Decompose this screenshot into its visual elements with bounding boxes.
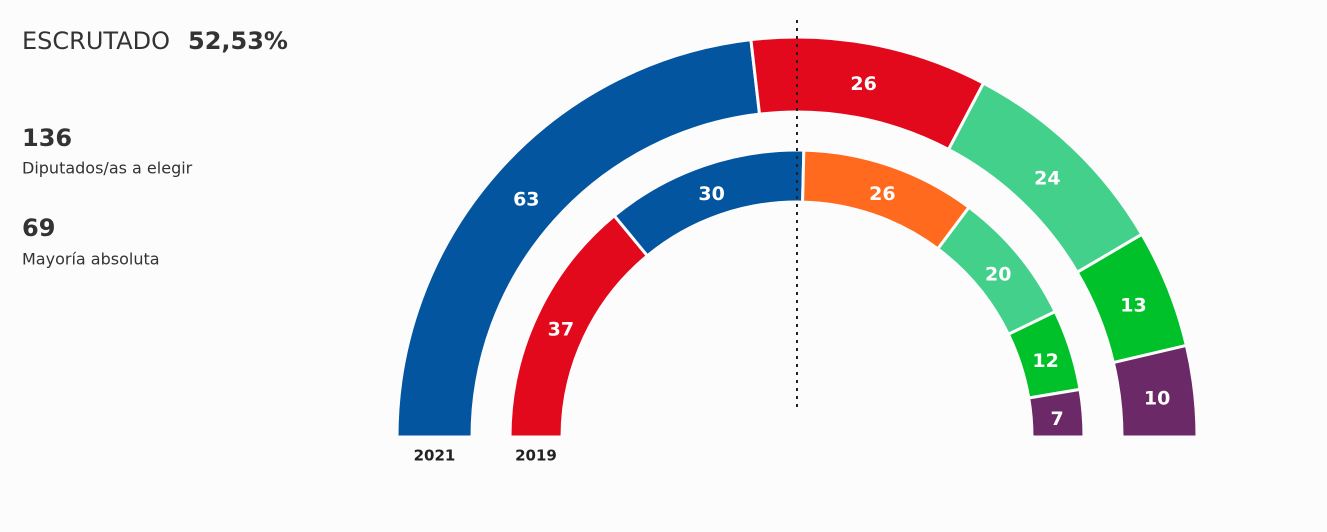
segment-label: 26 [850,73,876,95]
scrutinized-label: ESCRUTADO [22,27,170,55]
segment-label: 30 [698,183,724,205]
seat-segment [1111,343,1199,439]
segment-label: 37 [548,318,574,340]
majority: 69 [22,214,55,242]
ring-year: 2021 [414,447,456,465]
segment-label: 7 [1050,408,1063,430]
seats: 136 [22,124,72,152]
rings: 63 26 24 13 10 2021 37 30 26 20 12 7 2019 [395,35,1199,465]
seat-segment [395,38,762,439]
segment-label: 12 [1032,350,1058,372]
segment-label: 13 [1120,295,1146,317]
seat-segment [1027,387,1086,439]
segment-label: 26 [869,183,895,205]
segment-label: 20 [985,263,1011,285]
segment-label: 63 [513,188,539,210]
segment-label: 24 [1034,167,1060,189]
scrutinized-value: 52,53% [188,27,288,55]
majority-label: Mayoría absoluta [22,250,160,269]
seats-label: Diputados/as a elegir [22,159,193,178]
segment-label: 10 [1144,388,1170,410]
ring-year: 2019 [515,447,557,465]
